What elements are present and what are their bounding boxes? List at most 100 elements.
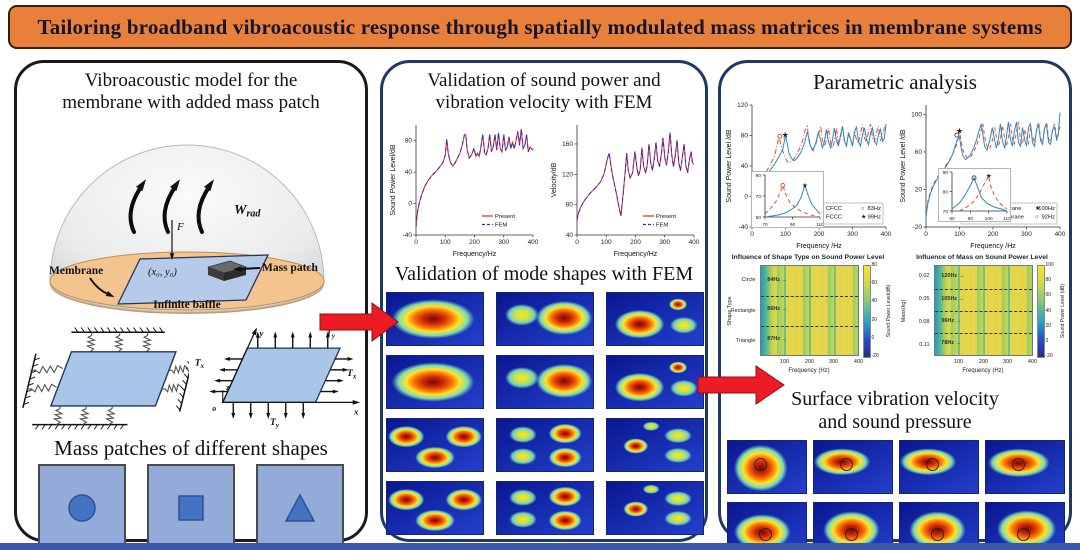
heatmap-column xyxy=(817,266,820,356)
x-tick: 400 xyxy=(853,359,864,366)
chart-canvas: 0 100 200 300 400 40 80 120 160 Frequency/Hz Veloc… xyxy=(551,125,699,258)
right-panel-title: Parametric analysis xyxy=(813,70,977,94)
heatmap-column xyxy=(844,266,847,356)
triangle-shape-icon xyxy=(285,493,316,523)
row-label: Rectangle xyxy=(730,308,756,315)
svg-text:★: ★ xyxy=(861,214,866,221)
svg-text:Frequency /Hz: Frequency /Hz xyxy=(796,243,842,250)
x-tick: 100 xyxy=(779,359,790,366)
heatmap-column xyxy=(830,266,833,356)
heatmap-column xyxy=(825,266,828,356)
svg-text:-40: -40 xyxy=(402,232,412,239)
svg-text:100: 100 xyxy=(985,216,993,221)
svg-text:110: 110 xyxy=(1003,216,1010,221)
heatmap-column xyxy=(777,266,780,356)
middle-panel-title: Validation of sound power and vibration … xyxy=(427,70,661,114)
heatmap-column xyxy=(773,266,776,356)
svg-text:0: 0 xyxy=(750,231,754,238)
svg-text:x: x xyxy=(353,407,359,417)
surface-field-cell xyxy=(727,440,807,495)
heatmap-column xyxy=(838,266,841,356)
heatmap-column xyxy=(851,266,854,356)
svg-text:Sound Power Level /dB: Sound Power Level /dB xyxy=(900,129,907,202)
svg-text:0: 0 xyxy=(924,231,928,238)
heatmap-xlabel: Frequency (Hz) xyxy=(788,368,830,375)
colorbar-tick: 40 xyxy=(1045,308,1052,315)
svg-text:90: 90 xyxy=(789,222,795,227)
heatmap-column xyxy=(794,266,797,356)
svg-text:200: 200 xyxy=(987,231,998,238)
svg-text:★: ★ xyxy=(781,131,788,140)
colorbar-tick: 0 xyxy=(1045,338,1049,345)
svg-text:100: 100 xyxy=(600,239,611,246)
validation-charts-row: 0 100 200 300 400 -40 0 40 80 Frequency/Hz Sound P… xyxy=(383,118,705,258)
heatmap-column xyxy=(840,266,843,356)
heatmap-column xyxy=(790,266,793,356)
svg-text:-40: -40 xyxy=(738,224,748,231)
mass-heatmap: Influence of Mass on Sound Power Level 12… xyxy=(898,254,1067,380)
row-divider xyxy=(760,295,858,297)
mass-location-ring-icon xyxy=(839,457,853,471)
boundary-condition-row: Ty Ty Tx Tx y x z o xyxy=(17,321,365,433)
mass-membrane-chart: 0 100 200 300 400 -20 20 60 100 Frequency /Hz Soun… xyxy=(898,98,1067,250)
svg-text:y: y xyxy=(259,328,264,338)
resonance-annotation: 84Hz → xyxy=(767,276,788,283)
svg-text:(x₀, y₀): (x₀, y₀) xyxy=(148,267,177,278)
x-tick: 300 xyxy=(828,359,839,366)
heatmap-xlabel: Frequency (Hz) xyxy=(962,368,1004,375)
svg-text:40: 40 xyxy=(565,232,573,239)
svg-text:99Hz: 99Hz xyxy=(867,215,881,221)
colorbar-tick: 80 xyxy=(871,262,878,269)
heatmap-column xyxy=(802,266,805,356)
svg-text:Frequency/Hz: Frequency/Hz xyxy=(452,251,496,258)
middle-panel: Validation of sound power and vibration … xyxy=(380,60,708,542)
colorbar-tick: 60 xyxy=(871,280,878,287)
mass-location-ring-icon xyxy=(753,457,767,471)
heatmap-column xyxy=(811,266,814,356)
svg-text:CFCC: CFCC xyxy=(826,206,842,212)
heatmap-column xyxy=(798,266,801,356)
heatmap-column xyxy=(834,266,837,356)
svg-text:70: 70 xyxy=(762,222,768,227)
svg-text:Infinite baffle: Infinite baffle xyxy=(153,299,220,311)
mass-location-ring-icon xyxy=(759,528,773,542)
row-divider xyxy=(934,333,1032,335)
colorbar-label: Sound Power Level (dB) xyxy=(1059,283,1066,338)
mode-shape-cell xyxy=(606,292,704,347)
svg-text:100Hz: 100Hz xyxy=(1038,206,1055,212)
svg-text:z: z xyxy=(225,383,230,392)
mass-location-ring-icon xyxy=(1011,457,1025,471)
mode-shape-cell xyxy=(496,481,594,536)
velocity-chart: 0 100 200 300 400 40 80 120 160 Frequency/Hz Veloc… xyxy=(549,118,701,258)
chart-inset: 80 90 100 110 70 80 90 ★ xyxy=(938,168,1011,222)
row-divider xyxy=(760,325,858,327)
row-divider xyxy=(934,310,1032,312)
svg-text:400: 400 xyxy=(1054,231,1065,238)
mass-patch-square xyxy=(37,464,126,550)
svg-text:Ty: Ty xyxy=(326,328,336,340)
heatmap-column xyxy=(821,266,824,356)
svg-text:Tx: Tx xyxy=(195,358,205,370)
mass-shapes-row xyxy=(17,464,365,550)
heatmap-column xyxy=(855,266,858,356)
svg-text:50: 50 xyxy=(755,215,761,221)
heatmap-column xyxy=(768,266,772,356)
heatmap-column xyxy=(804,266,807,356)
heatmap-column xyxy=(783,266,786,356)
heatmap-column xyxy=(823,266,826,356)
svg-text:○: ○ xyxy=(861,206,865,212)
resonance-annotation: 86Hz → xyxy=(767,306,788,313)
svg-text:400: 400 xyxy=(880,231,891,238)
row-label: 0.02 xyxy=(918,273,930,280)
colorbar-tick: 60 xyxy=(1045,292,1052,299)
heatmap-column xyxy=(771,266,774,356)
surface-field-cell xyxy=(727,502,807,550)
svg-text:F: F xyxy=(176,221,184,233)
cfcc-fccc-chart: 0 100 200 300 400 -40 0 40 80 120 Frequency /Hz Sou… xyxy=(724,98,893,250)
svg-text:0: 0 xyxy=(408,201,412,208)
heatmap-column xyxy=(775,266,778,356)
heatmap-column xyxy=(760,266,763,356)
